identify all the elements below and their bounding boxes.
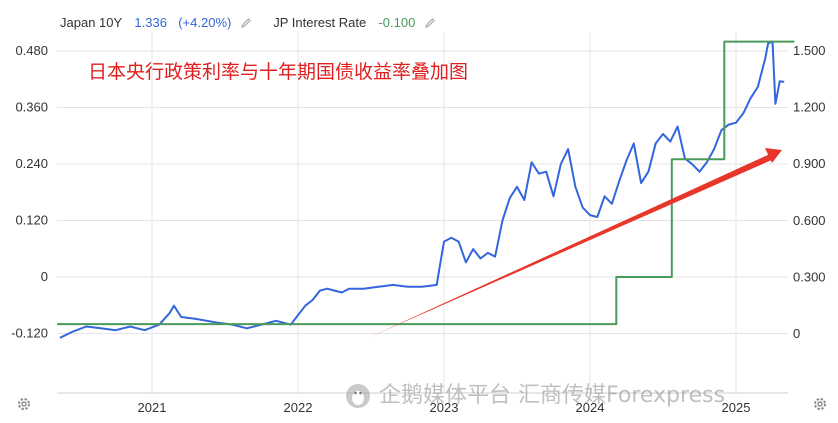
x-tick-label: 2023 <box>430 400 459 415</box>
legend-series1-value: 1.336 <box>134 15 167 31</box>
right-tick-label: 0.600 <box>793 213 826 228</box>
legend-series2-value: -0.100 <box>378 15 416 31</box>
watermark-text: 企鹅媒体平台 汇商传媒Forexpress <box>379 383 726 408</box>
legend-series1-change: (+4.20%) <box>178 15 232 31</box>
left-tick-label: 0.480 <box>15 43 48 58</box>
left-tick-label: 0 <box>41 269 48 284</box>
edit-series2-icon[interactable] <box>424 17 436 29</box>
watermark: 企鹅媒体平台 汇商传媒Forexpress <box>345 377 725 409</box>
x-tick-label: 2021 <box>138 400 167 415</box>
edit-series1-icon[interactable] <box>240 17 252 29</box>
x-tick-label: 2025 <box>722 400 751 415</box>
trend-arrow-shaft <box>370 153 774 337</box>
left-tick-label: -0.120 <box>11 326 48 341</box>
right-tick-label: 0.900 <box>793 156 826 171</box>
left-tick-label: 0.120 <box>15 213 48 228</box>
japan-10y-line <box>59 40 785 339</box>
gridlines <box>57 32 788 393</box>
legend-series1-name: Japan 10Y <box>60 15 123 31</box>
series-group <box>57 40 795 339</box>
watermark-logo-icon <box>345 383 371 409</box>
legend: Japan 10Y 1.336 (+4.20%) JP Interest Rat… <box>60 14 436 30</box>
left-tick-label: 0.360 <box>15 100 48 115</box>
right-axis-ticks: 1.500 1.200 0.900 0.600 0.300 0 <box>793 43 826 341</box>
legend-series2-name: JP Interest Rate <box>273 15 367 31</box>
x-axis-ticks: 2021 2022 2023 2024 2025 <box>138 400 751 415</box>
right-tick-label: 0.300 <box>793 269 826 284</box>
x-tick-label: 2024 <box>576 400 605 415</box>
right-tick-label: 1.500 <box>793 43 826 58</box>
right-tick-label: 0 <box>793 326 800 341</box>
left-tick-label: 0.240 <box>15 156 48 171</box>
left-axis-ticks: 0.480 0.360 0.240 0.120 0 -0.120 <box>11 43 48 341</box>
trend-arrow <box>370 148 782 337</box>
right-gear-icon[interactable] <box>812 396 828 412</box>
x-tick-label: 2022 <box>284 400 313 415</box>
jp-interest-rate-line <box>57 40 795 326</box>
chart-annotation: 日本央行政策利率与十年期国债收益率叠加图 <box>88 61 468 83</box>
left-gear-icon[interactable] <box>16 396 32 412</box>
trend-arrow-head <box>765 148 782 163</box>
right-tick-label: 1.200 <box>793 100 826 115</box>
